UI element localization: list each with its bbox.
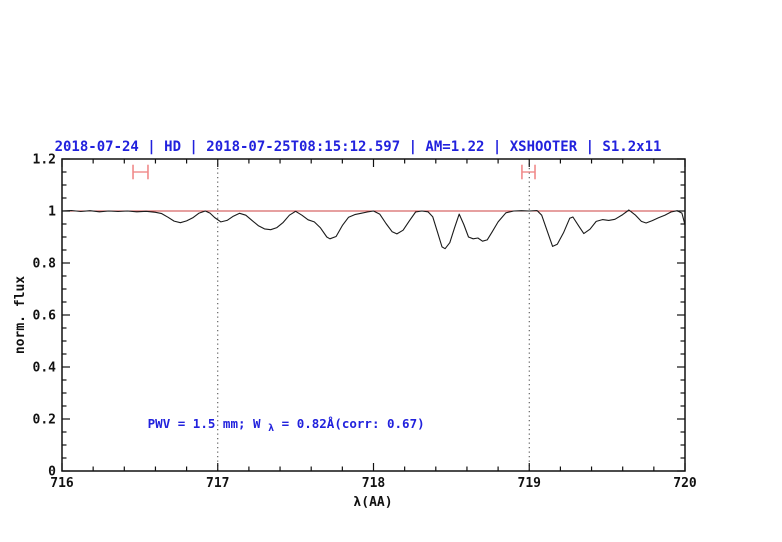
spectrum-line bbox=[61, 209, 686, 250]
y-tick-label: 0.4 bbox=[33, 361, 57, 376]
pwv-annotation-post: = 0.82Å(corr: 0.67) bbox=[282, 416, 425, 431]
x-tick-label: 717 bbox=[206, 476, 229, 491]
y-tick-label: 0.6 bbox=[33, 309, 57, 324]
plot-frame bbox=[61, 158, 686, 472]
x-axis-label: λ(AA) bbox=[353, 495, 392, 510]
pwv-annotation-sub: λ bbox=[268, 423, 274, 434]
y-axis-label: norm. flux bbox=[13, 276, 28, 354]
axis-tick-labels: 716 717 718 719 720 0 0.2 0.4 0.6 0.8 1 1.2 bbox=[33, 153, 697, 492]
y-tick-label: 1 bbox=[48, 205, 56, 220]
pwv-annotation-pre: PWV = 1.5 mm; W bbox=[148, 416, 261, 431]
x-tick-label: 719 bbox=[518, 476, 541, 491]
plot-title: 2018-07-24 | HD | 2018-07-25T08:15:12.59… bbox=[55, 139, 662, 155]
y-tick-label: 0.8 bbox=[33, 257, 57, 272]
y-tick-label: 0.2 bbox=[33, 413, 56, 428]
band-markers bbox=[132, 164, 536, 180]
pwv-annotation: PWV = 1.5 mm; W λ = 0.82Å(corr: 0.67) bbox=[148, 416, 425, 434]
x-tick-label: 716 bbox=[50, 476, 74, 491]
axis-ticks bbox=[61, 158, 686, 472]
y-tick-label: 0 bbox=[48, 465, 56, 480]
x-tick-label: 718 bbox=[362, 476, 386, 491]
y-tick-label: 1.2 bbox=[33, 153, 56, 168]
x-tick-label: 720 bbox=[673, 476, 697, 491]
